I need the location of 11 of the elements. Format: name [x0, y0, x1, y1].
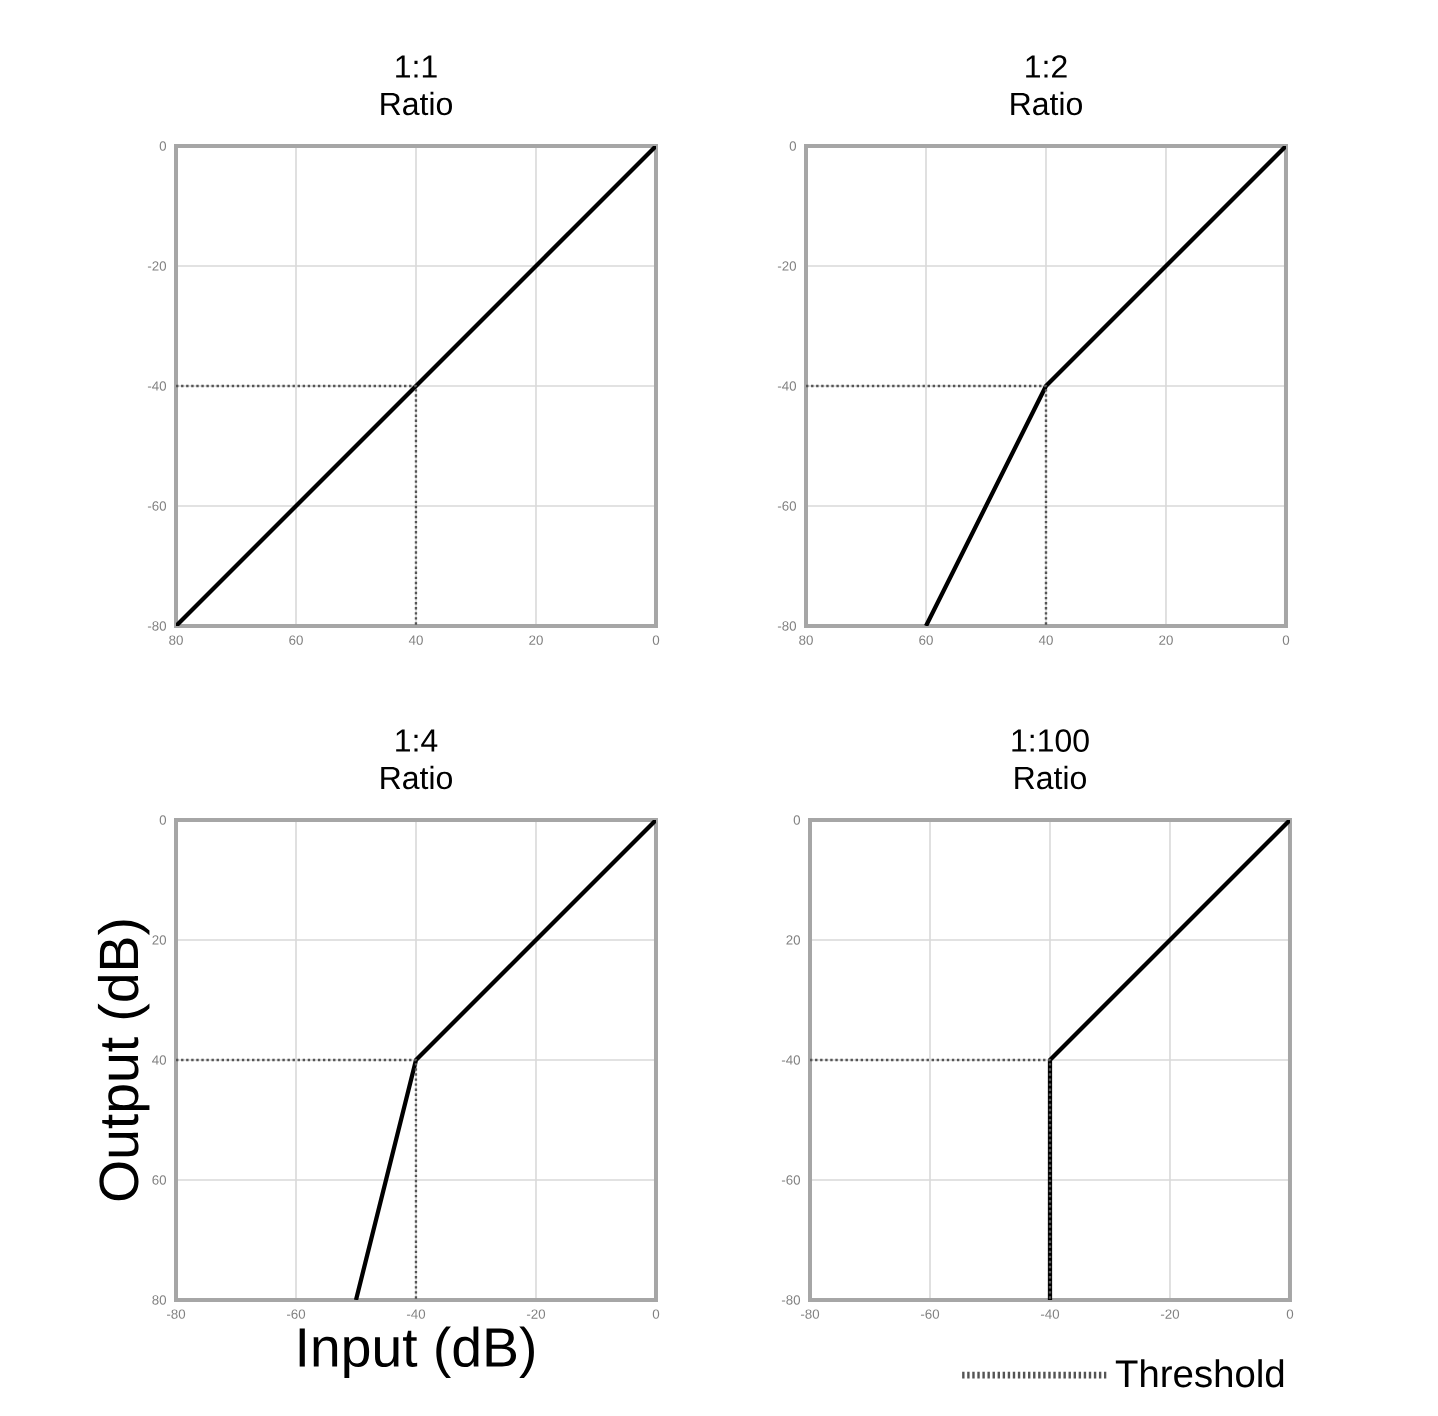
chart-title: 1:1: [396, 55, 437, 78]
y-axis-title: Output (dB): [97, 920, 150, 1201]
chart-subtitle: Ratio: [381, 91, 452, 116]
chart-title: 1:100: [1012, 729, 1089, 752]
chart-subtitle: Ratio: [1015, 765, 1086, 790]
x-axis-title: Input (dB): [299, 1326, 534, 1379]
chart-subtitle: Ratio: [381, 765, 452, 790]
chart-subtitle: Ratio: [1011, 91, 1082, 116]
legend-label: Threshold: [1115, 1359, 1284, 1388]
chart-title: 1:4: [396, 729, 438, 752]
chart-title: 1:2: [1026, 55, 1067, 78]
